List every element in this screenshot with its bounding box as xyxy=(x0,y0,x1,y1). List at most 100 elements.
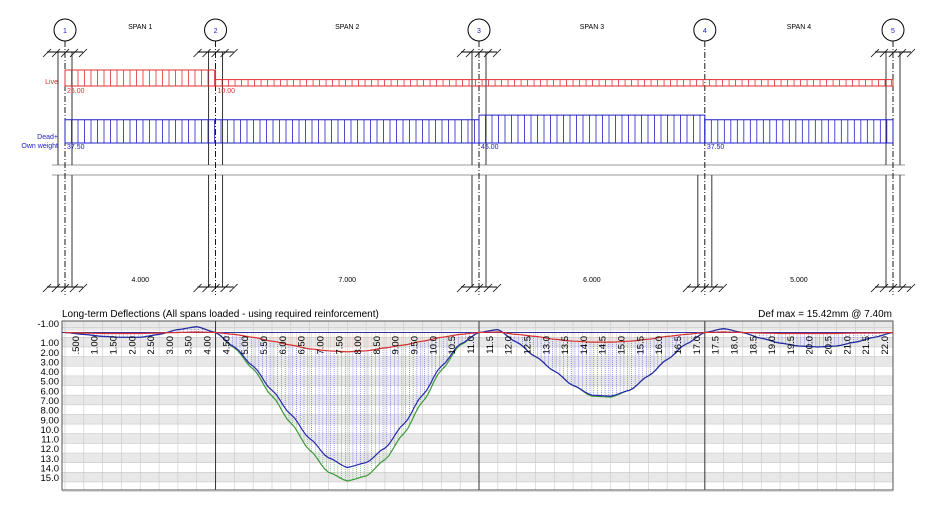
x-tick-label: 19.0 xyxy=(767,336,778,355)
x-tick-label: 3.50 xyxy=(184,336,195,355)
support-hatch-mark xyxy=(879,48,889,58)
y-tick-label: 1.00 xyxy=(41,338,60,349)
own-weight-label: Own weight xyxy=(21,143,58,150)
grid-band xyxy=(62,356,893,367)
x-tick-label: 20.5 xyxy=(824,336,835,355)
support-hatch-mark xyxy=(456,48,466,58)
x-tick-label: 19.5 xyxy=(786,336,797,355)
x-tick-label: 15.5 xyxy=(635,336,646,355)
support-hatch-mark xyxy=(682,283,692,293)
deflection-curve-1 xyxy=(64,331,894,353)
live-load-label: Live xyxy=(45,79,58,86)
x-tick-label: 18.0 xyxy=(729,336,740,355)
grid-band xyxy=(62,453,893,463)
x-tick-label: 15.0 xyxy=(617,336,628,355)
x-tick-label: 9.00 xyxy=(391,336,402,355)
support-4: 4 xyxy=(682,18,728,295)
support-hatch-mark xyxy=(78,283,88,293)
support-hatch-mark xyxy=(906,283,916,293)
def-max-annotation: Def max = 15.42mm @ 7.40m xyxy=(758,309,892,320)
dead-load-segment: 37.50 xyxy=(704,119,894,151)
support-1: 1 xyxy=(42,18,88,295)
y-tick-label: -1.00 xyxy=(37,319,59,330)
support-hatch-mark xyxy=(483,283,493,293)
x-tick-label: 21.5 xyxy=(861,336,872,355)
support-hatch-mark xyxy=(465,283,475,293)
y-tick-label: 9.00 xyxy=(41,415,60,426)
x-tick-label: 16.5 xyxy=(673,336,684,355)
support-hatch-mark xyxy=(456,283,466,293)
gridline-bubble xyxy=(881,18,905,42)
dead-load-label: Dead+ xyxy=(37,134,58,141)
x-tick-label: 3.00 xyxy=(165,336,176,355)
x-tick-label: 13.0 xyxy=(541,336,552,355)
x-tick-label: 4.50 xyxy=(221,336,232,355)
y-tick-label: 3.00 xyxy=(41,357,60,368)
span-length-1: 4.000 xyxy=(132,277,150,284)
x-tick-label: 10.5 xyxy=(447,336,458,355)
support-hatch-mark xyxy=(897,48,907,58)
support-hatch-mark xyxy=(69,48,79,58)
span-label-1: SPAN 1 xyxy=(128,24,152,31)
support-hatch-mark xyxy=(229,283,238,293)
grid-band xyxy=(62,472,893,482)
dead-load-box xyxy=(64,119,480,144)
support-hatch-mark xyxy=(220,48,229,58)
support-hatch-mark xyxy=(69,283,79,293)
support-hatch-mark xyxy=(483,48,493,58)
live-load-box xyxy=(215,79,894,87)
y-tick-label: 6.00 xyxy=(41,386,60,397)
support-hatch-mark xyxy=(42,48,52,58)
grid-band xyxy=(62,375,893,386)
x-tick-label: 1.50 xyxy=(108,336,119,355)
support-5: 5 xyxy=(870,18,916,295)
span-length-4: 5.000 xyxy=(790,277,808,284)
grid-band xyxy=(62,321,893,331)
dead-load-segment: 45.00 xyxy=(478,114,706,151)
chart-title: Long-term Deflections (All spans loaded … xyxy=(62,309,379,320)
support-hatch-mark xyxy=(51,48,61,58)
gridline-bubble xyxy=(467,18,491,42)
support-hatch-mark xyxy=(870,48,880,58)
support-hatch-mark xyxy=(42,283,52,293)
x-tick-label: 2.50 xyxy=(146,336,157,355)
x-tick-label: 6.50 xyxy=(297,336,308,355)
x-tick-label: 4.00 xyxy=(203,336,214,355)
live-load-box xyxy=(64,69,217,87)
y-tick-label: 11.0 xyxy=(41,435,59,446)
support-3: 3 xyxy=(456,18,502,295)
gridline-bubble xyxy=(53,18,77,42)
live-load-value: 25.00 xyxy=(67,88,85,95)
dead-load-value: 37.50 xyxy=(67,144,85,151)
support-hatch-mark xyxy=(220,283,229,293)
support-hatch-mark xyxy=(718,283,728,293)
live-load-value: 10.00 xyxy=(218,88,236,95)
x-tick-label: 22.0 xyxy=(880,336,891,355)
y-tick-label: 7.00 xyxy=(41,396,60,407)
support-2: 2 xyxy=(193,18,238,295)
x-tick-label: 21.0 xyxy=(842,336,853,355)
x-tick-label: 17.5 xyxy=(711,336,722,355)
x-tick-label: 5.50 xyxy=(259,336,270,355)
y-tick-label: 10.0 xyxy=(41,425,60,436)
gridline-label: 4 xyxy=(703,28,707,35)
span-label-4: SPAN 4 xyxy=(787,24,811,31)
support-hatch-mark xyxy=(193,48,202,58)
x-tick-label: 13.5 xyxy=(560,336,571,355)
grid-band xyxy=(62,395,893,405)
gridline-label: 1 xyxy=(63,28,67,35)
x-tick-label: 17.0 xyxy=(692,336,703,355)
x-tick-label: 9.50 xyxy=(410,336,421,355)
x-tick-label: 20.0 xyxy=(805,336,816,355)
support-hatch-mark xyxy=(691,283,701,293)
support-hatch-mark xyxy=(51,283,61,293)
y-tick-label: 12.0 xyxy=(41,444,60,455)
x-tick-label: 11.0 xyxy=(466,336,477,354)
span-label-2: SPAN 2 xyxy=(335,24,359,31)
support-hatch-mark xyxy=(897,283,907,293)
x-tick-label: 18.5 xyxy=(748,336,759,355)
x-tick-label: 8.00 xyxy=(353,336,364,355)
support-hatch-mark xyxy=(193,283,202,293)
gridline-label: 2 xyxy=(214,28,218,35)
